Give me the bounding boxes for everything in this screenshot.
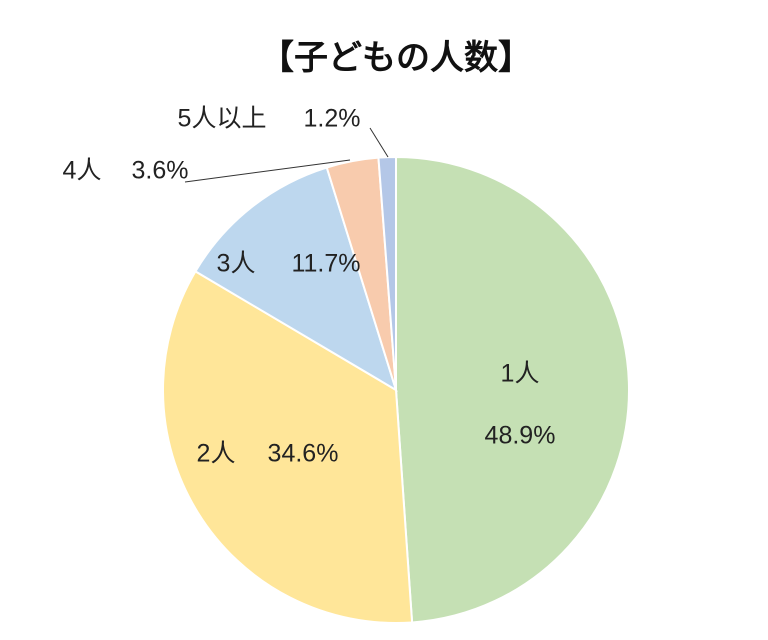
value-label: 3.6% <box>132 157 189 185</box>
leader-line <box>369 127 389 158</box>
value-label: 1.2% <box>304 105 361 133</box>
value-label: 34.6% <box>268 440 339 468</box>
pie-slice <box>162 270 414 624</box>
leader-line <box>184 159 351 183</box>
pie-slice <box>194 166 398 393</box>
pie-slice <box>395 155 630 624</box>
chart-title: 【子どもの人数】 <box>260 39 532 77</box>
category-label: 3人 <box>217 250 256 278</box>
category-label: 4人 <box>63 157 102 185</box>
pie-slice <box>377 155 397 391</box>
value-label: 11.7% <box>291 250 360 278</box>
category-label: 2人 <box>197 440 236 468</box>
category-label: 5人以上 <box>178 105 267 133</box>
value-label: 48.9% <box>485 422 556 450</box>
category-label: 1人 <box>501 360 540 388</box>
